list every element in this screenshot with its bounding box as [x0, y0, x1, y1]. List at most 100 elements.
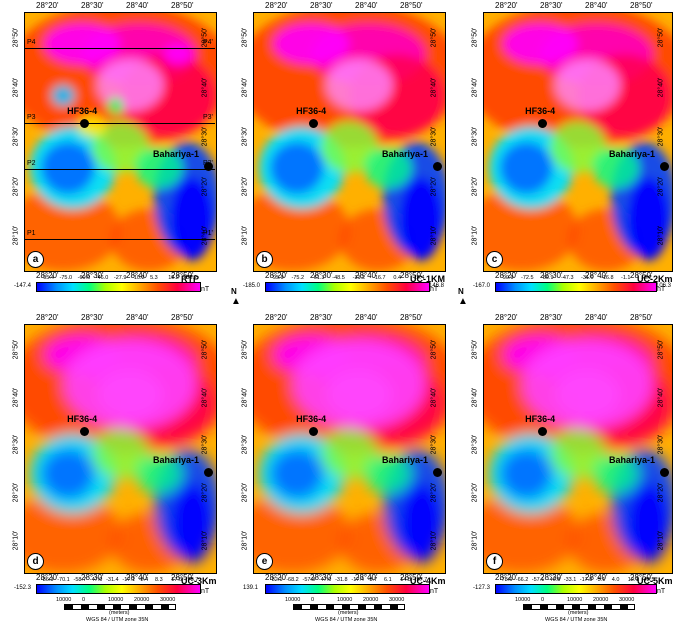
left-tick-label: 28°30' — [471, 435, 479, 455]
colorbar-tick-label: -72.5 — [521, 275, 534, 281]
right-tick-label: 28°30' — [201, 435, 209, 455]
left-tick-label: 28°20' — [471, 176, 479, 197]
scale-label: 30000 — [160, 597, 176, 603]
left-tick-label: 28°40' — [12, 77, 20, 97]
right-tick-label: 28°10' — [201, 530, 209, 551]
bottom-tick-label: 28°30' — [540, 573, 563, 582]
well-marker-bahariya-1 — [660, 467, 669, 477]
panel-letter: a — [27, 251, 44, 268]
colorbar — [495, 282, 657, 292]
bottom-tick-label: 28°40' — [585, 573, 608, 582]
anomaly-map — [483, 324, 673, 574]
right-tick-label: 28°30' — [657, 435, 665, 455]
top-tick-label: 28°20' — [495, 1, 518, 10]
left-tick-label: 28°20' — [241, 482, 249, 503]
well-marker-bahariya-1 — [660, 161, 669, 171]
left-tick-label: 28°30' — [12, 435, 20, 455]
colorbar-tick-label: 55.2 — [186, 275, 198, 281]
bottom-tick-label: 28°20' — [36, 573, 59, 582]
left-tick-label: 28°30' — [241, 126, 249, 147]
right-tick-label: 28°40' — [657, 77, 665, 97]
well-marker-hf36-4 — [538, 426, 548, 436]
right-tick-label: 28°30' — [201, 126, 209, 147]
colorbar-tick-label: -16.7 — [372, 275, 386, 281]
bottom-tick-label: 28°30' — [310, 573, 333, 582]
colorbar-tick-label: -16.8 — [601, 275, 614, 281]
left-tick-label: 28°50' — [471, 27, 479, 48]
right-tick-label: 28°40' — [657, 387, 665, 408]
panel-c: 28°20' 28°30' 28°40' 28°50' 28°20' 28°30' 28°4… — [471, 1, 673, 315]
bottom-tick-label: 28°30' — [81, 573, 104, 582]
colorbar-max-label: 106.3 — [656, 283, 672, 289]
well-label-hf36-4: HF36-4 — [67, 106, 98, 117]
left-tick-label: 28°10' — [12, 530, 20, 551]
top-tick-label: 28°40' — [355, 313, 378, 322]
colorbar-tick-label: -86.3 — [40, 577, 54, 583]
scale-projection: WGS 84 / UTM zone 35N — [545, 617, 608, 623]
anomaly-grid — [254, 13, 445, 271]
panel-d: 28°20' 28°30' 28°40' 28°50' 28°20' 28°30' 28°4… — [12, 313, 217, 623]
colorbar-tick-label: -90.9 — [501, 275, 514, 281]
colorbar-tick-label: -59.9 — [541, 275, 554, 281]
colorbar-tick-label: -27.9 — [113, 275, 127, 281]
well-label-hf36-4: HF36-4 — [525, 106, 556, 117]
panel-title: UC-3Km — [181, 576, 217, 586]
right-tick-label: 28°20' — [201, 176, 209, 197]
left-tick-label: 28°10' — [471, 530, 479, 551]
top-tick-label: 28°30' — [540, 313, 563, 322]
north-label: N — [458, 287, 464, 296]
top-tick-label: 28°50' — [630, 313, 653, 322]
well-marker-hf36-4 — [538, 119, 548, 129]
colorbar-min-label: -167.0 — [473, 283, 491, 289]
right-tick-label: 28°40' — [201, 77, 209, 97]
right-tick-label: 28°30' — [430, 435, 438, 455]
colorbar-tick-label: -78.6 — [499, 577, 513, 583]
colorbar-tick-label: -17.4 — [351, 577, 364, 583]
north-arrow-icon: N ▲ — [458, 287, 468, 307]
scale-label: 30000 — [389, 597, 405, 603]
scale-label: 20000 — [593, 597, 609, 603]
left-tick-label: 28°40' — [471, 77, 479, 97]
bottom-tick-label: 28°40' — [355, 271, 378, 280]
bottom-tick-label: 28°50' — [171, 271, 194, 280]
colorbar-tick-label: -31.8 — [335, 577, 348, 583]
scale-label: 10000 — [56, 597, 72, 603]
colorbar-tick-label: -1.1 — [621, 275, 631, 281]
colorbar-tick-label: 0.4 — [393, 275, 402, 281]
bottom-tick-label: 28°20' — [265, 271, 288, 280]
scale-projection: WGS 84 / UTM zone 35N — [86, 617, 149, 623]
right-tick-label: 28°10' — [657, 530, 665, 551]
right-tick-label: 28°40' — [430, 77, 438, 97]
top-tick-label: 28°30' — [540, 1, 563, 10]
scale-bar — [64, 604, 176, 610]
anomaly-map — [24, 12, 217, 272]
bottom-tick-label: 28°30' — [540, 271, 563, 280]
panel-b: 28°20' 28°30' 28°40' 28°50' 28°20' 28°30' 28°4… — [241, 1, 446, 315]
bottom-tick-label: 28°20' — [36, 271, 59, 280]
colorbar-tick-label: 19.2 — [168, 275, 179, 281]
colorbar-tick-label: 5.3 — [150, 275, 158, 281]
colorbar-tick-label: -17.1 — [122, 577, 135, 583]
unit-label: nT — [201, 588, 210, 595]
unit-label: nT — [657, 286, 666, 293]
colorbar-min-label: -152.3 — [14, 585, 32, 591]
colorbar — [36, 584, 201, 594]
panel-letter: f — [486, 553, 503, 570]
right-tick-label: 28°50' — [657, 339, 665, 360]
top-tick-label: 28°40' — [355, 1, 378, 10]
well-marker-hf36-4 — [309, 426, 319, 436]
right-tick-label: 28°30' — [430, 126, 438, 147]
panel-a: 28°20' 28°30' 28°40' 28°50' 28°20' 28°30' 28°4… — [12, 1, 217, 315]
arrow-glyph: ▲ — [458, 296, 468, 307]
right-tick-label: 28°10' — [657, 226, 665, 246]
scale-label: 10000 — [567, 597, 583, 603]
right-tick-label: 28°50' — [430, 27, 438, 48]
bottom-tick-label: 28°20' — [495, 271, 518, 280]
top-tick-label: 28°40' — [126, 1, 149, 10]
colorbar-tick-label: 14.8 — [400, 577, 411, 583]
colorbar-tick-label: -57.1 — [531, 577, 545, 583]
bottom-tick-label: 28°20' — [265, 573, 288, 582]
scale-label: 10000 — [285, 597, 301, 603]
profile-line — [24, 122, 215, 124]
left-tick-label: 28°20' — [12, 482, 20, 503]
